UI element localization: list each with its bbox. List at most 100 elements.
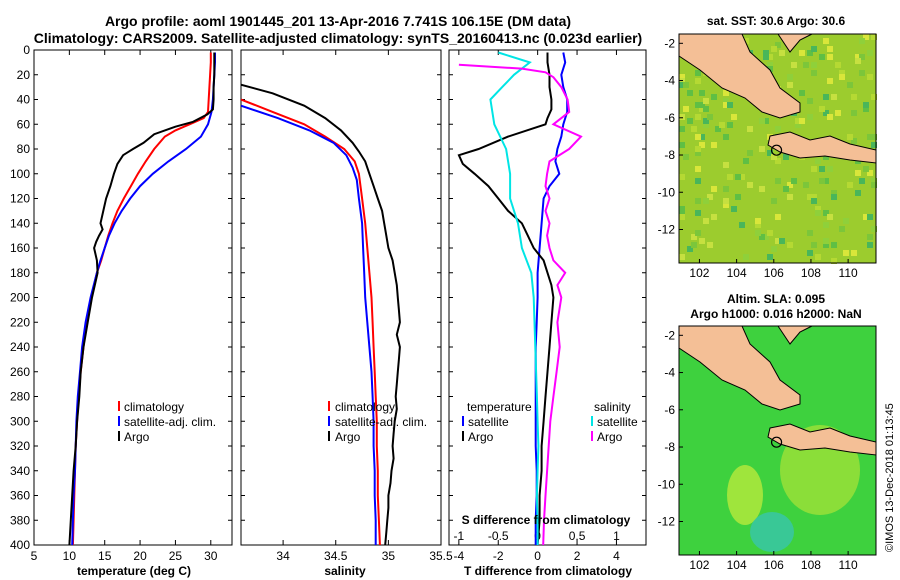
sst-texture-cell	[811, 62, 817, 68]
legend-t-satellite: satellite	[468, 415, 509, 429]
s-difference-tick-label: 0.5	[569, 529, 586, 543]
depth-tick-label: 360	[10, 489, 30, 503]
lat-tick-label: -2	[664, 328, 675, 342]
sst-texture-cell	[855, 58, 861, 64]
sst-texture-cell	[867, 242, 873, 248]
sst-texture-cell	[779, 238, 785, 244]
sst-texture-cell	[703, 218, 709, 224]
x-tick-label: 25	[169, 549, 183, 563]
legend-satellite: satellite-adj. clim.	[335, 415, 427, 429]
sst-texture-cell	[723, 98, 729, 104]
sst-texture-cell	[723, 202, 729, 208]
sst-texture-cell	[695, 134, 701, 140]
sst-texture-cell	[867, 234, 873, 240]
depth-tick-label: 140	[10, 216, 30, 230]
depth-tick-label: 340	[10, 464, 30, 478]
sst-texture-cell	[863, 166, 869, 172]
sst-texture-cell	[727, 122, 733, 128]
sst-texture-cell	[679, 74, 685, 80]
depth-tick-label: 40	[17, 93, 31, 107]
sst-texture-cell	[731, 206, 737, 212]
sst-texture-cell	[723, 162, 729, 168]
sst-texture-cell	[703, 98, 709, 104]
x-tick-label: 20	[133, 549, 147, 563]
x-tick-label: 30	[204, 549, 218, 563]
sst-texture-cell	[871, 34, 877, 40]
temperature-series	[68, 52, 216, 545]
sst-texture-cell	[831, 258, 837, 264]
sst-texture-cell	[799, 118, 805, 124]
sst-texture-cell	[823, 154, 829, 160]
sst-texture-cell	[711, 94, 717, 100]
sst-texture-cell	[743, 38, 749, 44]
salinity-plot-frame	[240, 49, 442, 546]
sst-texture-cell	[759, 118, 765, 124]
legend-climatology: climatology	[124, 400, 184, 414]
sst-texture-cell	[691, 126, 697, 132]
sst-texture-cell	[695, 146, 701, 152]
sst-texture-cell	[695, 70, 701, 76]
lon-tick-label: 102	[689, 558, 709, 572]
sst-texture-cell	[739, 174, 745, 180]
lon-tick-label: 110	[839, 266, 858, 280]
sumatra-landmass	[678, 325, 801, 411]
sst-texture-cell	[807, 194, 813, 200]
sst-texture-cell	[827, 78, 833, 84]
sst-texture-cell	[695, 178, 701, 184]
sst-texture-cell	[823, 210, 829, 216]
sst-texture-cell	[679, 82, 685, 88]
sst-texture-cell	[679, 210, 685, 216]
sst-texture-cell	[699, 106, 705, 112]
sst-texture-cell	[851, 250, 857, 256]
depth-tick-label: 320	[10, 439, 30, 453]
sst-map: sat. SST: 30.6 Argo: 30.6 -2 -4 -6 -8 -10 -12…	[658, 14, 877, 280]
sst-texture-cell	[827, 46, 833, 52]
sst-texture-cell	[867, 134, 873, 140]
legend-salinity-heading: salinity	[594, 400, 631, 414]
sst-texture-cell	[807, 230, 813, 236]
sst-texture-cell	[855, 190, 861, 196]
sst-texture-cell	[823, 38, 829, 44]
sst-texture-cell	[847, 82, 853, 88]
sst-texture-cell	[815, 210, 821, 216]
sst-texture-cell	[723, 198, 729, 204]
sst-texture-cell	[839, 74, 845, 80]
sst-texture-cell	[819, 106, 825, 112]
sst-texture-cell	[823, 222, 829, 228]
series-line-s-satellite	[489, 51, 540, 545]
sst-texture-cell	[715, 126, 721, 132]
sst-texture-cell	[859, 54, 865, 60]
sst-texture-cell	[763, 234, 769, 240]
lat-tick-label: -6	[664, 111, 675, 125]
sst-texture-cell	[743, 254, 749, 260]
depth-tick-label: 200	[10, 291, 30, 305]
sst-texture-cell	[703, 198, 709, 204]
sst-texture-cell	[871, 226, 877, 232]
sst-texture-cell	[839, 70, 845, 76]
sst-texture-cell	[695, 166, 701, 172]
depth-tick-label: 220	[10, 315, 30, 329]
sst-texture-cell	[695, 210, 701, 216]
sst-texture-cell	[767, 230, 773, 236]
sst-texture-cell	[759, 234, 765, 240]
sst-texture-cell	[783, 154, 789, 160]
sst-texture-cell	[839, 226, 845, 232]
sst-texture-cell	[747, 126, 753, 132]
series-line-argo	[68, 52, 216, 545]
series-line-satellite-adj--clim-	[241, 104, 377, 545]
depth-tick-label: 180	[10, 266, 30, 280]
sst-texture-cell	[811, 198, 817, 204]
sst-texture-cell	[791, 62, 797, 68]
sst-texture-cell	[775, 42, 781, 48]
sst-texture-cell	[727, 102, 733, 108]
sst-texture-cell	[815, 158, 821, 164]
legend-satellite: satellite-adj. clim.	[124, 415, 216, 429]
sst-texture-cell	[687, 246, 693, 252]
x-tick-label: -2	[493, 549, 504, 563]
depth-tick-label: 300	[10, 414, 30, 428]
sst-texture-cell	[823, 238, 829, 244]
sst-texture-cell	[683, 106, 689, 112]
sst-texture-cell	[863, 102, 869, 108]
s-difference-tick-label: -1	[454, 529, 465, 543]
depth-tick-label: 160	[10, 241, 30, 255]
